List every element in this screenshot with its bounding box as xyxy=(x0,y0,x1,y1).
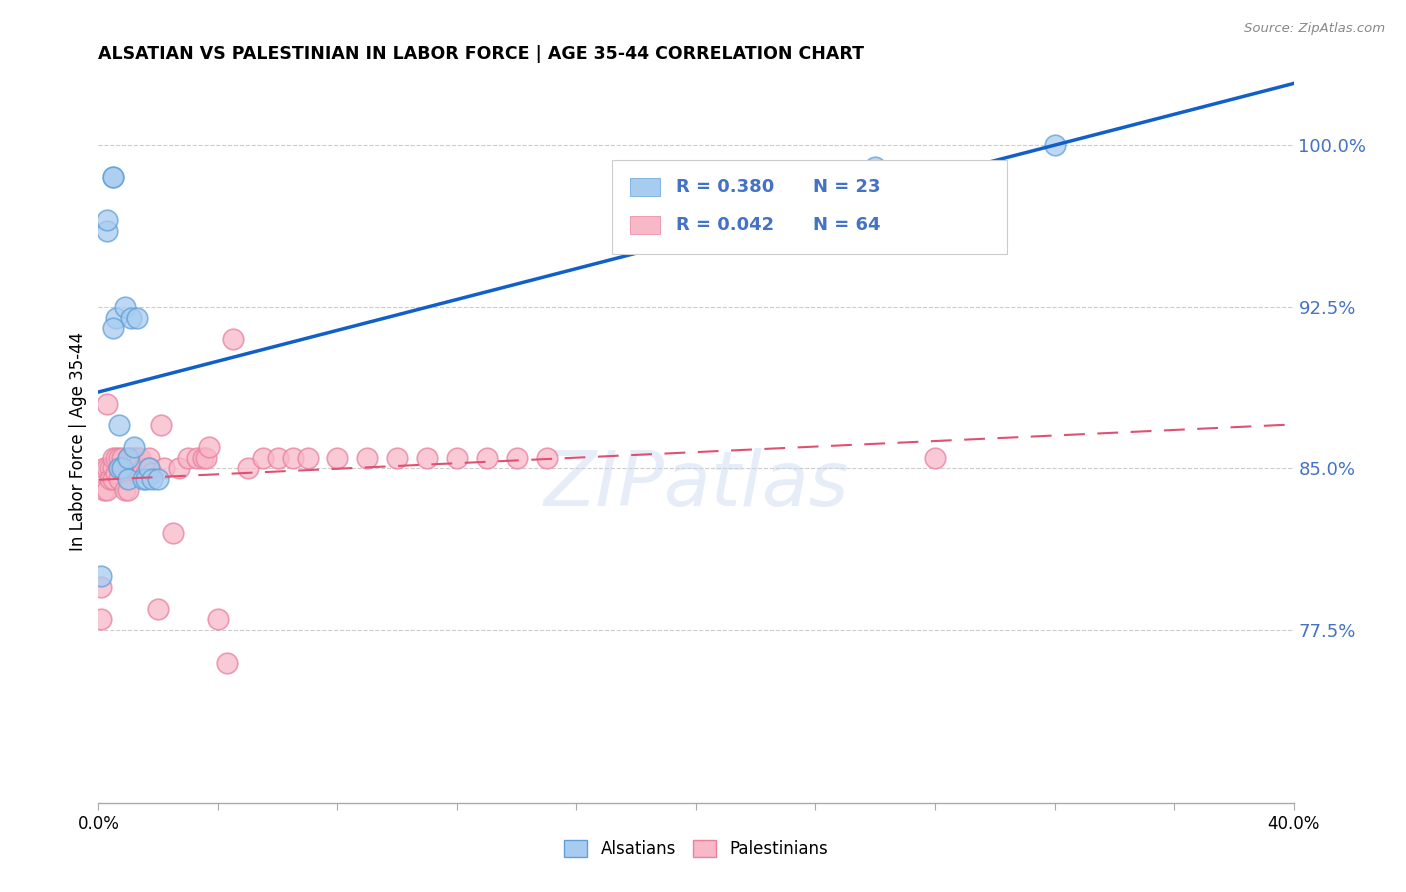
Alsatians xyxy=(141,472,163,486)
Text: N = 64: N = 64 xyxy=(813,216,880,234)
Alsatians xyxy=(114,300,136,314)
Legend: Alsatians, Palestinians: Alsatians, Palestinians xyxy=(555,832,837,867)
Palestinians xyxy=(93,461,115,475)
Palestinians xyxy=(117,483,139,497)
Palestinians xyxy=(117,466,139,480)
Palestinians xyxy=(506,450,529,465)
Text: R = 0.042: R = 0.042 xyxy=(676,216,773,234)
Palestinians xyxy=(96,397,118,411)
Alsatians xyxy=(1043,138,1066,153)
Palestinians xyxy=(127,461,149,475)
Palestinians xyxy=(267,450,290,465)
Palestinians xyxy=(191,450,214,465)
Text: N = 23: N = 23 xyxy=(813,178,880,196)
Palestinians xyxy=(111,450,134,465)
Palestinians xyxy=(153,461,176,475)
Text: ZIPatlas: ZIPatlas xyxy=(543,448,849,522)
Text: R = 0.380: R = 0.380 xyxy=(676,178,773,196)
Palestinians xyxy=(215,656,238,670)
Palestinians xyxy=(135,466,157,480)
Palestinians xyxy=(124,450,146,465)
FancyBboxPatch shape xyxy=(630,216,661,234)
Palestinians xyxy=(103,450,125,465)
Palestinians xyxy=(132,461,155,475)
Palestinians xyxy=(446,450,468,465)
Palestinians xyxy=(536,450,558,465)
Alsatians xyxy=(117,472,139,486)
Alsatians xyxy=(865,160,887,174)
Y-axis label: In Labor Force | Age 35-44: In Labor Force | Age 35-44 xyxy=(69,332,87,551)
Alsatians xyxy=(127,310,149,325)
Palestinians xyxy=(90,612,112,626)
Palestinians xyxy=(195,450,218,465)
Palestinians xyxy=(326,450,349,465)
Palestinians xyxy=(105,450,128,465)
Palestinians xyxy=(96,461,118,475)
Palestinians xyxy=(103,472,125,486)
Palestinians xyxy=(167,461,190,475)
Palestinians xyxy=(148,601,170,615)
Palestinians xyxy=(924,450,946,465)
Palestinians xyxy=(138,461,160,475)
Alsatians xyxy=(108,461,131,475)
Text: ALSATIAN VS PALESTINIAN IN LABOR FORCE | AGE 35-44 CORRELATION CHART: ALSATIAN VS PALESTINIAN IN LABOR FORCE |… xyxy=(98,45,865,63)
Alsatians xyxy=(90,569,112,583)
Palestinians xyxy=(117,450,139,465)
Palestinians xyxy=(111,461,134,475)
Palestinians xyxy=(129,466,152,480)
Palestinians xyxy=(96,483,118,497)
FancyBboxPatch shape xyxy=(630,178,661,196)
Palestinians xyxy=(297,450,319,465)
Palestinians xyxy=(356,450,378,465)
FancyBboxPatch shape xyxy=(613,160,1007,253)
Text: Source: ZipAtlas.com: Source: ZipAtlas.com xyxy=(1244,22,1385,36)
Palestinians xyxy=(236,461,259,475)
Palestinians xyxy=(177,450,200,465)
Palestinians xyxy=(114,483,136,497)
Palestinians xyxy=(162,526,184,541)
Alsatians xyxy=(117,450,139,465)
Alsatians xyxy=(103,170,125,185)
Palestinians xyxy=(138,450,160,465)
Palestinians xyxy=(385,450,409,465)
Palestinians xyxy=(207,612,229,626)
Palestinians xyxy=(281,450,304,465)
Palestinians xyxy=(90,580,112,594)
Palestinians xyxy=(114,466,136,480)
Palestinians xyxy=(222,332,245,346)
Palestinians xyxy=(108,472,131,486)
Alsatians xyxy=(148,472,170,486)
Palestinians xyxy=(98,461,122,475)
Palestinians xyxy=(186,450,208,465)
Palestinians xyxy=(105,466,128,480)
Alsatians xyxy=(108,418,131,433)
Palestinians xyxy=(127,450,149,465)
Palestinians xyxy=(475,450,498,465)
Alsatians xyxy=(111,461,134,475)
Palestinians xyxy=(124,461,146,475)
Alsatians xyxy=(96,224,118,238)
Palestinians xyxy=(150,418,173,433)
Palestinians xyxy=(98,472,122,486)
Alsatians xyxy=(132,472,155,486)
Palestinians xyxy=(141,466,163,480)
Alsatians xyxy=(96,213,118,227)
Alsatians xyxy=(103,321,125,335)
Alsatians xyxy=(103,170,125,185)
Alsatians xyxy=(120,310,142,325)
Palestinians xyxy=(108,461,131,475)
Palestinians xyxy=(120,450,142,465)
Palestinians xyxy=(129,450,152,465)
Alsatians xyxy=(124,440,146,454)
Alsatians xyxy=(138,461,160,475)
Palestinians xyxy=(416,450,439,465)
Palestinians xyxy=(108,450,131,465)
Palestinians xyxy=(120,461,142,475)
Palestinians xyxy=(252,450,274,465)
Palestinians xyxy=(198,440,221,454)
Alsatians xyxy=(135,472,157,486)
Palestinians xyxy=(103,461,125,475)
Alsatians xyxy=(105,310,128,325)
Palestinians xyxy=(93,483,115,497)
